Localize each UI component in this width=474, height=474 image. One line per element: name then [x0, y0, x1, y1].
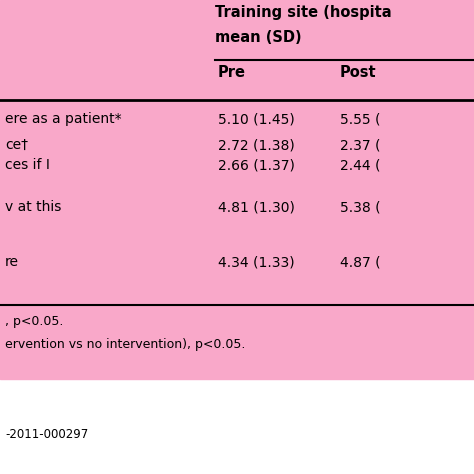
Text: 2.66 (1.37): 2.66 (1.37) [218, 158, 295, 172]
Text: Post: Post [340, 65, 377, 80]
Text: ervention vs no intervention), p<0.05.: ervention vs no intervention), p<0.05. [5, 338, 246, 351]
Text: mean (SD): mean (SD) [215, 30, 301, 45]
Text: 4.34 (1.33): 4.34 (1.33) [218, 255, 295, 269]
Text: , p<0.05.: , p<0.05. [5, 315, 64, 328]
Bar [0, 0, 474, 379]
Text: 5.10 (1.45): 5.10 (1.45) [218, 112, 295, 126]
Text: 5.55 (: 5.55 ( [340, 112, 381, 126]
Text: 2.72 (1.38): 2.72 (1.38) [218, 138, 295, 152]
Text: ce†: ce† [5, 138, 28, 152]
Text: v at this: v at this [5, 200, 61, 214]
Text: 2.37 (: 2.37 ( [340, 138, 381, 152]
Text: ces if I: ces if I [5, 158, 50, 172]
Text: 2.44 (: 2.44 ( [340, 158, 381, 172]
Text: -2011-000297: -2011-000297 [5, 428, 88, 441]
Text: 5.38 (: 5.38 ( [340, 200, 381, 214]
Text: Pre: Pre [218, 65, 246, 80]
Text: ere as a patient*: ere as a patient* [5, 112, 122, 126]
Text: re: re [5, 255, 19, 269]
Text: Training site (hospita: Training site (hospita [215, 5, 392, 20]
Text: 4.81 (1.30): 4.81 (1.30) [218, 200, 295, 214]
Text: 4.87 (: 4.87 ( [340, 255, 381, 269]
